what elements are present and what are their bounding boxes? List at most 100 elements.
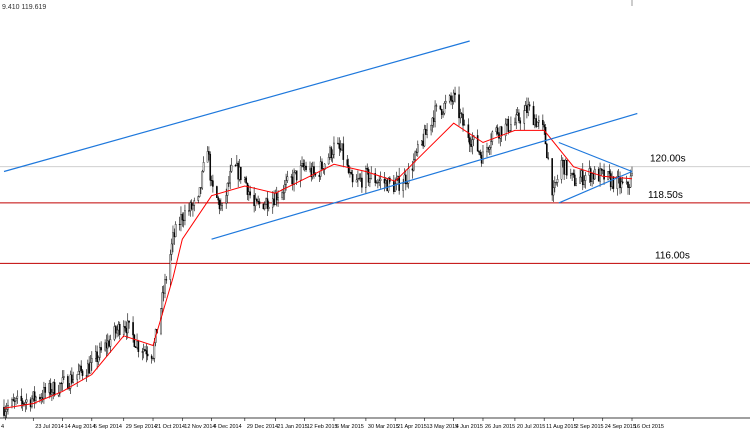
candle-body <box>459 113 462 119</box>
trendlines <box>3 40 638 240</box>
candle <box>387 177 390 193</box>
candle <box>435 103 438 112</box>
candle-body <box>134 346 137 348</box>
candle <box>542 114 544 132</box>
candle-body <box>580 170 583 178</box>
candle <box>281 188 283 201</box>
candle-body <box>589 168 592 182</box>
candle-body <box>355 179 358 183</box>
candle <box>355 174 358 183</box>
candle <box>486 142 488 158</box>
candle <box>415 148 418 157</box>
candle-body <box>591 173 593 182</box>
candle <box>72 371 74 384</box>
candle <box>162 285 165 302</box>
candle-body <box>478 150 480 153</box>
candle <box>51 388 53 402</box>
candle-body <box>535 118 538 127</box>
candle <box>97 355 100 366</box>
candle-body <box>178 224 181 226</box>
candle-body <box>299 165 302 181</box>
candle <box>104 339 106 352</box>
candle-body <box>367 169 370 183</box>
candle <box>91 351 93 371</box>
candle <box>589 166 592 187</box>
candle-body <box>331 154 334 159</box>
candle <box>7 399 9 415</box>
candle-body <box>443 102 446 114</box>
candle <box>181 212 184 227</box>
candle <box>573 169 576 187</box>
candle-body <box>29 399 32 408</box>
candle-body <box>217 197 220 201</box>
candle <box>459 108 462 124</box>
candle-body <box>544 126 547 145</box>
candle-body <box>122 326 125 335</box>
candle-body <box>67 376 69 390</box>
candle-body <box>202 162 205 172</box>
candle <box>240 166 242 184</box>
candle <box>48 379 51 399</box>
candle <box>572 169 575 178</box>
candle <box>225 188 227 209</box>
candle-body <box>60 383 63 385</box>
candle-body <box>573 174 576 186</box>
candle-body <box>144 349 146 351</box>
candle-body <box>162 292 165 294</box>
candle <box>198 187 201 198</box>
candle <box>341 143 343 151</box>
candle <box>551 158 553 201</box>
candle-body <box>262 203 265 210</box>
candle-body <box>188 210 190 212</box>
candle-body <box>152 358 154 360</box>
ohlc-readout: 9.410 119.619 <box>2 4 46 11</box>
candle-body <box>254 198 257 207</box>
candle-body <box>193 200 196 206</box>
candle <box>495 125 498 136</box>
candle <box>330 146 333 162</box>
candle-body <box>420 140 423 145</box>
candle-body <box>411 168 414 171</box>
candle <box>331 149 334 163</box>
candle-body <box>210 180 213 182</box>
candle-body <box>145 350 148 355</box>
candle-body <box>63 376 65 378</box>
candle <box>189 200 192 217</box>
candle <box>301 156 303 168</box>
candle <box>71 367 73 385</box>
candle <box>365 165 367 194</box>
candle-body <box>542 120 544 125</box>
candle-body <box>173 232 176 237</box>
candle <box>591 172 593 187</box>
candle-body <box>546 143 548 159</box>
candle-body <box>351 173 354 183</box>
moving-average-series <box>3 122 633 409</box>
candle <box>217 195 220 206</box>
candle <box>579 169 581 184</box>
candle-body <box>198 187 201 197</box>
candle <box>432 110 435 128</box>
candle <box>100 341 102 353</box>
candle-body <box>471 139 474 147</box>
candle <box>414 150 416 163</box>
candle <box>431 116 434 133</box>
candle-body <box>508 130 511 132</box>
candle <box>221 202 224 212</box>
candle <box>405 169 407 191</box>
candle-body <box>547 157 549 159</box>
candle <box>282 185 285 201</box>
candle-body <box>536 122 539 127</box>
candle-body <box>89 362 92 374</box>
candle-body <box>244 177 246 181</box>
candle-body <box>495 127 498 133</box>
candle <box>467 118 470 143</box>
candle <box>377 178 379 189</box>
candle <box>182 212 185 228</box>
candle-body <box>527 104 530 113</box>
candle-body <box>405 174 407 185</box>
candle-body <box>220 205 222 210</box>
candle-body <box>468 137 471 145</box>
candle-body <box>172 232 174 245</box>
